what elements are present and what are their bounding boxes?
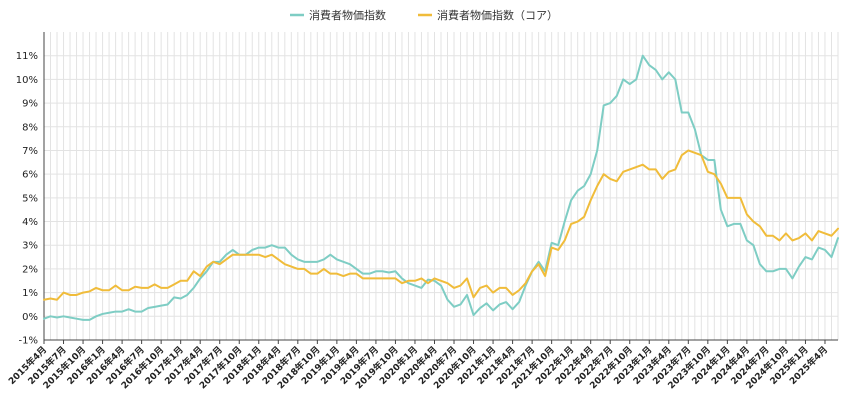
y-tick-label: 3%: [22, 241, 38, 252]
legend[interactable]: 消費者物価指数 消費者物価指数（コア）: [290, 8, 558, 22]
y-tick-label: 7%: [22, 146, 38, 157]
legend-item-core-cpi[interactable]: 消費者物価指数（コア）: [418, 8, 558, 22]
y-tick-label: 11%: [16, 51, 38, 62]
x-gridlines: [43, 32, 839, 340]
y-tick-label: 9%: [22, 99, 38, 110]
legend-label: 消費者物価指数: [309, 8, 386, 22]
y-tick-label: 10%: [16, 75, 38, 86]
x-axis-tick-labels: 2015年4月2015年7月2015年10月2016年1月2016年4月2016…: [6, 340, 830, 391]
series-lines: [43, 54, 839, 321]
legend-item-cpi[interactable]: 消費者物価指数: [290, 8, 386, 22]
y-tick-label: 1%: [22, 288, 38, 299]
y-tick-label: 0%: [22, 312, 38, 323]
y-tick-label: -1%: [19, 336, 38, 347]
y-tick-label: 2%: [22, 264, 38, 275]
y-tick-label: 6%: [22, 170, 38, 181]
series-line-core-cpi: [43, 149, 839, 301]
y-axis-tick-labels: -1% 0% 1% 2% 3% 4% 5% 6% 7% 8% 9% 10% 11%: [16, 51, 38, 346]
series-line-cpi: [43, 54, 839, 321]
axes: [43, 32, 838, 341]
y-tick-label: 4%: [22, 217, 38, 228]
y-tick-label: 5%: [22, 193, 38, 204]
legend-label: 消費者物価指数（コア）: [437, 8, 558, 22]
y-tick-label: 8%: [22, 122, 38, 133]
